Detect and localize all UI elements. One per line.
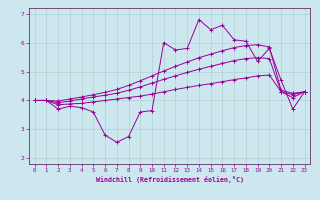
X-axis label: Windchill (Refroidissement éolien,°C): Windchill (Refroidissement éolien,°C) [96, 176, 244, 183]
